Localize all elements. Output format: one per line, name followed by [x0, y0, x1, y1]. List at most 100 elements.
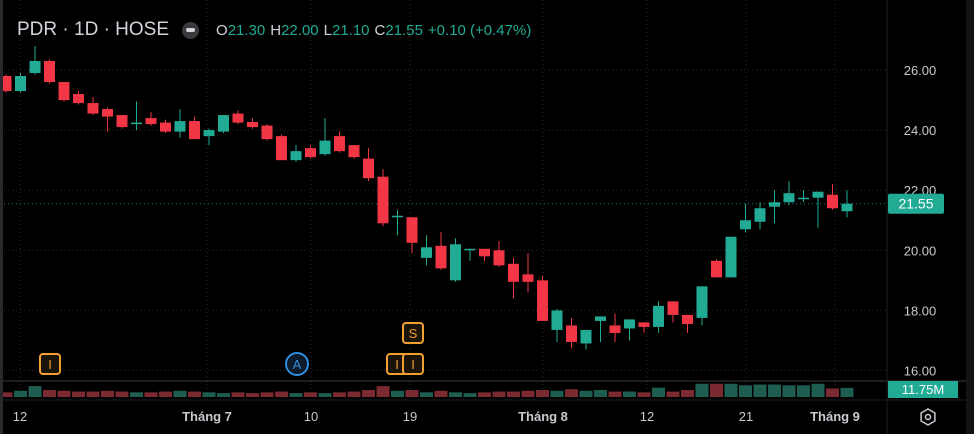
volume-bar	[173, 390, 187, 397]
chart-legend: PDR · 1D · HOSE O21.30 H22.00 L21.10 C21…	[17, 19, 531, 41]
volume-bar	[623, 391, 636, 397]
candle-body	[827, 194, 838, 209]
volume-bar	[434, 390, 448, 397]
candlesticks	[0, 45, 853, 350]
event-marker-i[interactable]: I	[402, 353, 424, 375]
candle-body	[624, 319, 635, 329]
candle-body	[609, 325, 621, 333]
price-axis-label: 20.00	[904, 243, 937, 258]
volume-bar	[550, 390, 564, 397]
volume-bar	[159, 391, 172, 397]
event-marker-i[interactable]: I	[39, 353, 61, 375]
volume-bar	[782, 385, 796, 397]
candle-body	[73, 94, 84, 104]
candle-body	[276, 136, 287, 161]
volume-bar	[507, 391, 520, 397]
volume-bar	[217, 393, 230, 397]
low-value: L21.10	[323, 21, 370, 39]
volume-bar	[391, 390, 404, 397]
candle-body	[435, 245, 447, 269]
time-axis-label: 21	[739, 409, 753, 424]
candle-body	[305, 148, 316, 158]
volume-bar	[101, 390, 114, 397]
volume-bar	[86, 391, 100, 397]
volume-bar	[666, 391, 680, 397]
volume-bar	[275, 391, 288, 397]
candle-body	[406, 217, 418, 243]
volume-bar	[739, 385, 752, 397]
volume-bar	[333, 392, 346, 397]
candle-body	[841, 203, 853, 212]
volume-bar	[768, 384, 781, 397]
volume-bar	[246, 393, 259, 397]
candle-body	[754, 208, 766, 222]
volume-bar	[57, 390, 71, 397]
candle-body	[667, 301, 679, 315]
symbol-title[interactable]: PDR · 1D · HOSE	[17, 19, 170, 40]
volume-bar	[304, 392, 317, 397]
volume-bar	[231, 392, 245, 397]
volume-bar	[579, 390, 593, 397]
change-value: +0.10 (+0.47%)	[427, 21, 532, 39]
volume-bar	[202, 392, 216, 397]
settings-center	[924, 413, 932, 421]
volume-bar	[362, 390, 375, 397]
candle-body	[203, 130, 215, 137]
volume-bars	[0, 383, 854, 397]
candle-body	[812, 191, 824, 198]
candle-body	[696, 286, 708, 318]
volume-bar	[681, 390, 694, 397]
candle-body	[319, 140, 331, 155]
volume-bar	[637, 392, 651, 397]
candle-body	[464, 248, 476, 251]
time-axis-label: 10	[304, 409, 318, 424]
volume-bar	[0, 392, 13, 397]
candle-body	[682, 314, 693, 324]
marker-circle	[285, 352, 309, 376]
candle-body	[493, 250, 505, 266]
candle-body	[29, 60, 41, 74]
candle-body	[392, 215, 403, 218]
candle-body	[638, 322, 650, 327]
collapse-legend-button[interactable]	[182, 21, 200, 39]
candle-body	[479, 248, 490, 257]
volume-badge	[888, 381, 958, 398]
candle-body	[174, 121, 186, 132]
volume-label: 11.75M	[902, 382, 944, 397]
event-markers[interactable]: I A I IS	[39, 322, 424, 376]
volume-bar	[536, 390, 549, 397]
volume-bar	[260, 392, 274, 397]
candle-body	[653, 305, 664, 327]
marker-box	[402, 353, 424, 375]
candle-body	[247, 121, 258, 128]
candle-body	[160, 122, 171, 132]
price-axis-label: 26.00	[904, 63, 937, 78]
volume-bar	[710, 383, 723, 397]
event-marker-a[interactable]: A	[285, 352, 309, 376]
volume-bar	[797, 385, 810, 397]
volume-bar	[144, 392, 158, 397]
marker-label: S	[409, 326, 418, 341]
marker-label: I	[395, 357, 399, 372]
volume-bar	[826, 388, 839, 397]
event-marker-s[interactable]: S	[402, 322, 424, 344]
candle-body	[377, 176, 389, 224]
marker-box	[402, 322, 424, 344]
close-value: C21.55	[374, 21, 423, 39]
volume-bar	[695, 383, 709, 397]
time-axis-label: Tháng 7	[182, 409, 232, 424]
candle-body	[566, 325, 577, 342]
candle-body	[783, 193, 795, 203]
settings-hexagon	[920, 408, 936, 426]
candle-body	[769, 202, 780, 207]
candle-body	[218, 115, 229, 132]
candle-body	[44, 60, 55, 83]
marker-box	[39, 353, 61, 375]
minus-icon	[186, 28, 196, 32]
settings-icon[interactable]	[920, 408, 936, 426]
volume-bar	[478, 392, 491, 397]
candle-body	[232, 113, 244, 123]
marker-label: I	[48, 357, 52, 372]
